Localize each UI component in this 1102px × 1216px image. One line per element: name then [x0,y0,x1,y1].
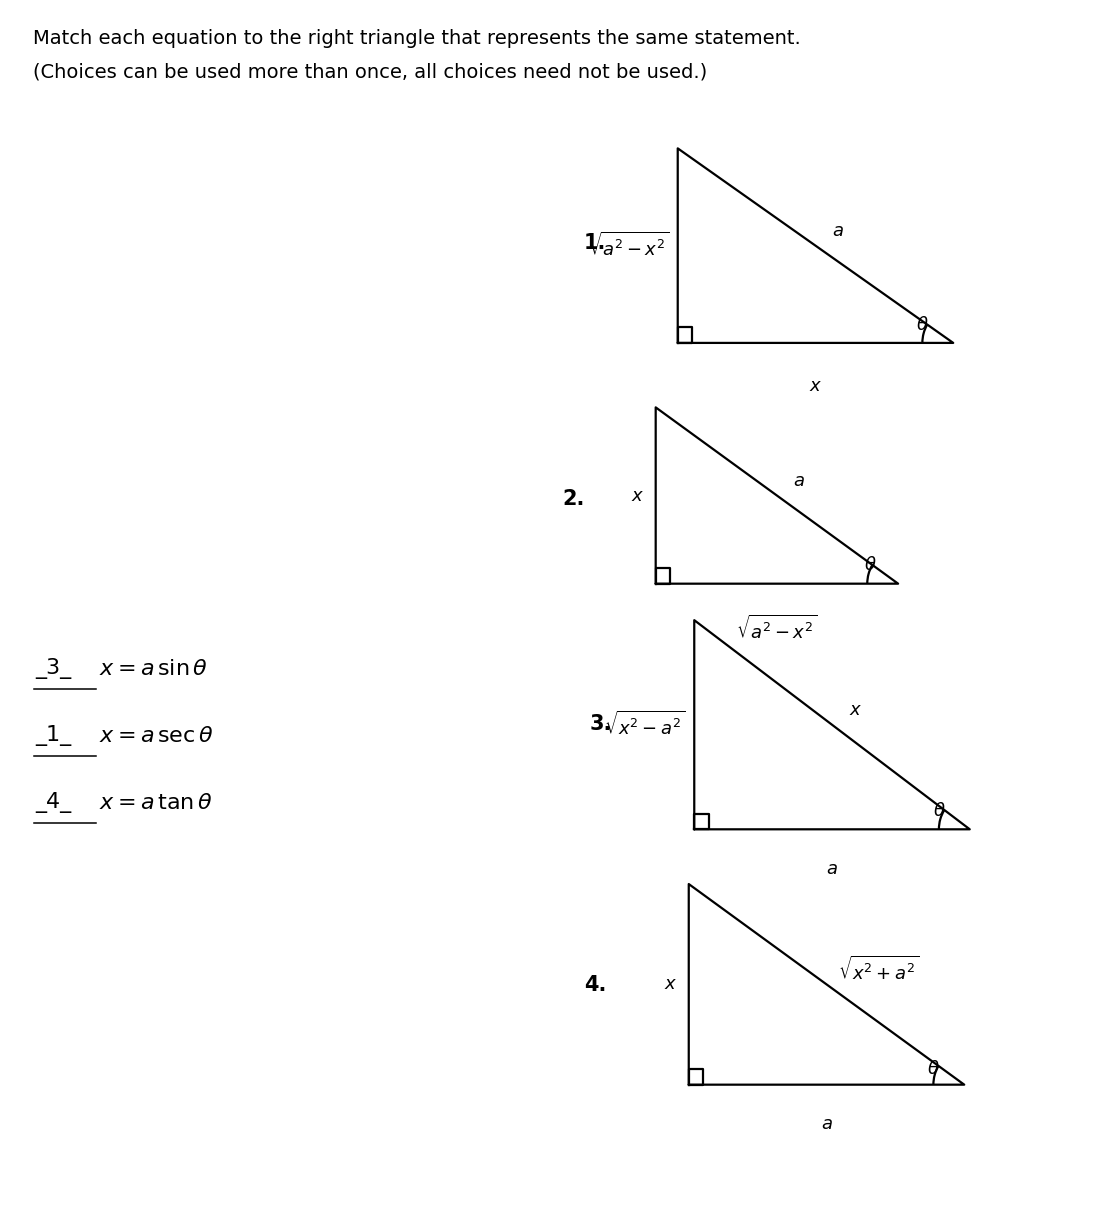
Text: $\theta$: $\theta$ [864,557,877,574]
Text: $\sqrt{x^2+a^2}$: $\sqrt{x^2+a^2}$ [838,956,919,984]
Text: 1.: 1. [584,233,606,253]
Text: $\theta$: $\theta$ [932,803,946,820]
Text: $\sqrt{a^2-x^2}$: $\sqrt{a^2-x^2}$ [587,231,669,260]
Text: $\sqrt{x^2-a^2}$: $\sqrt{x^2-a^2}$ [604,710,685,739]
Text: $a$: $a$ [832,223,844,240]
Text: $\theta$: $\theta$ [916,316,929,333]
Text: _1_: _1_ [35,725,72,747]
Text: $x = a \,\mathrm{sin}\, \theta$: $x = a \,\mathrm{sin}\, \theta$ [99,659,208,679]
Text: $x$: $x$ [849,702,862,719]
Text: $a$: $a$ [826,860,838,878]
Text: $x$: $x$ [809,377,822,395]
Text: 4.: 4. [584,975,606,995]
Text: 2.: 2. [562,489,584,508]
Text: $\theta$: $\theta$ [927,1060,940,1077]
Text: $a$: $a$ [793,472,806,490]
Text: $x$: $x$ [665,975,678,993]
Text: _4_: _4_ [35,792,72,814]
Text: _3_: _3_ [35,658,72,680]
Text: Match each equation to the right triangle that represents the same statement.: Match each equation to the right triangl… [33,29,801,49]
Text: $x = a \,\mathrm{sec}\, \theta$: $x = a \,\mathrm{sec}\, \theta$ [99,726,214,745]
Text: $x$: $x$ [631,486,645,505]
Text: $a$: $a$ [821,1115,832,1133]
Text: $\sqrt{a^2-x^2}$: $\sqrt{a^2-x^2}$ [736,614,818,642]
Text: (Choices can be used more than once, all choices need not be used.): (Choices can be used more than once, all… [33,62,707,81]
Text: 3.: 3. [590,714,612,733]
Text: $x = a \,\mathrm{tan}\, \theta$: $x = a \,\mathrm{tan}\, \theta$ [99,793,213,812]
